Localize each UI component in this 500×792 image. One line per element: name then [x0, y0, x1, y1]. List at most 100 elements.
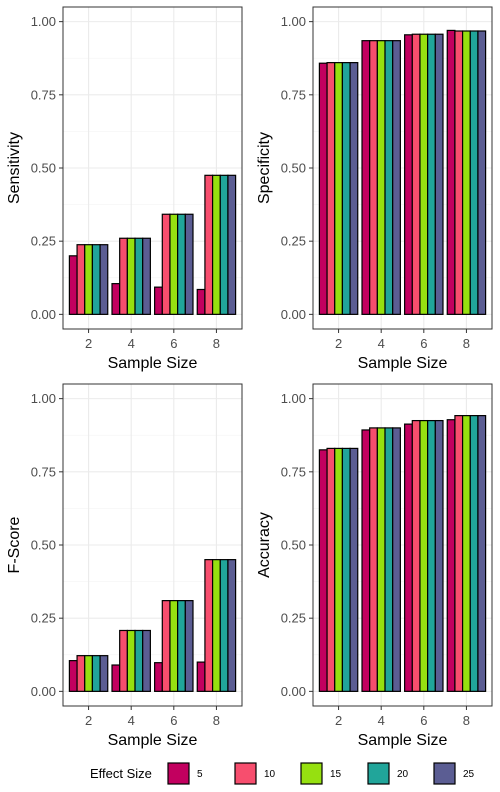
- bar-sensitivity-n2-es20: [91, 244, 101, 315]
- bar-accuracy-n2-es15: [334, 447, 344, 692]
- x-tick-label: 6: [420, 336, 427, 351]
- bar-sensitivity-n6-es20: [177, 213, 186, 315]
- bar-specificity-n2-es20: [341, 62, 351, 315]
- bar-sensitivity-n6-es15: [169, 213, 179, 315]
- bar-sensitivity-n4-es25: [142, 237, 151, 315]
- bar-sensitivity-n6-es5: [154, 286, 163, 315]
- bar-accuracy-n8-es10: [454, 415, 464, 692]
- bar-specificity-n6-es25: [434, 33, 444, 315]
- y-tick-label: 1.00: [281, 391, 306, 406]
- panels: 0.00 0.25 0.50 0.75 1.00 2 4 6 8 Sample Size Sensi…: [6, 6, 493, 749]
- legend-label-5: 5: [197, 769, 203, 780]
- bar-accuracy-n4-es25: [392, 427, 401, 692]
- legend-label-20: 20: [397, 769, 409, 780]
- legend-key-15: [300, 762, 323, 785]
- x-tick-label: 8: [463, 713, 470, 728]
- bar-specificity-n8-es20: [469, 30, 479, 315]
- bar-specificity-n6-es15: [419, 33, 429, 315]
- y-tick-label: 0.75: [31, 87, 56, 102]
- x-axis-title: Sample Size: [108, 355, 198, 372]
- panel-f-score: 0.00 0.25 0.50 0.75 1.00 2 4 6 8 Sample Size F-Sco…: [6, 383, 243, 749]
- x-tick-label: 8: [463, 336, 470, 351]
- bar-sensitivity-n2-es25: [99, 244, 109, 315]
- x-tick-label: 8: [213, 336, 220, 351]
- bar-f-score-n8-es10: [204, 559, 214, 692]
- bar-sensitivity-n4-es10: [119, 237, 128, 315]
- bar-specificity-n2-es5: [318, 62, 328, 315]
- bar-specificity-n4-es25: [392, 40, 401, 315]
- bar-specificity-n8-es5: [446, 29, 456, 315]
- y-tick-label: 0.00: [281, 684, 306, 699]
- bar-f-score-n2-es20: [91, 655, 101, 692]
- bar-sensitivity-n4-es20: [134, 237, 144, 315]
- bar-f-score-n4-es20: [134, 629, 144, 692]
- bar-specificity-n2-es25: [349, 62, 359, 315]
- panel-accuracy: 0.00 0.25 0.50 0.75 1.00 2 4 6 8 Sample Size Accur…: [256, 383, 493, 749]
- x-axis-title: Sample Size: [358, 732, 448, 749]
- x-tick-label: 2: [85, 336, 92, 351]
- bar-accuracy-n2-es20: [341, 447, 351, 692]
- y-axis-title: Accuracy: [256, 512, 273, 578]
- bar-accuracy-n6-es20: [427, 419, 436, 692]
- bar-accuracy-n8-es15: [461, 415, 471, 692]
- bar-specificity-n2-es10: [326, 62, 336, 315]
- bar-sensitivity-n8-es5: [196, 288, 206, 315]
- bar-accuracy-n4-es5: [361, 429, 371, 692]
- bar-sensitivity-n8-es10: [204, 174, 214, 315]
- bar-accuracy-n2-es5: [318, 449, 328, 692]
- y-axis-title: Sensitivity: [6, 132, 23, 204]
- legend-key-5: [167, 762, 190, 785]
- bar-sensitivity-n2-es5: [68, 255, 78, 315]
- bar-sensitivity-n6-es25: [184, 213, 194, 315]
- bar-specificity-n6-es5: [404, 34, 413, 315]
- y-tick-label: 0.00: [31, 684, 56, 699]
- bar-f-score-n8-es25: [227, 559, 237, 692]
- bar-accuracy-n4-es15: [376, 427, 386, 692]
- x-tick-label: 4: [128, 336, 135, 351]
- bar-f-score-n6-es25: [184, 600, 194, 692]
- y-axis-title: Specificity: [256, 132, 273, 204]
- x-tick-label: 4: [128, 713, 135, 728]
- legend-title: Effect Size: [90, 766, 152, 781]
- bar-f-score-n6-es5: [154, 662, 163, 692]
- bar-specificity-n4-es10: [369, 40, 378, 315]
- y-tick-label: 0.00: [281, 307, 306, 322]
- y-tick-label: 0.50: [31, 538, 56, 553]
- x-tick-label: 2: [335, 336, 342, 351]
- bar-specificity-n2-es15: [334, 62, 344, 315]
- bar-sensitivity-n8-es25: [227, 174, 237, 315]
- bar-f-score-n4-es25: [142, 629, 151, 692]
- bar-sensitivity-n8-es20: [219, 174, 229, 315]
- x-tick-label: 2: [335, 713, 342, 728]
- y-tick-label: 1.00: [31, 391, 56, 406]
- bar-sensitivity-n4-es15: [126, 237, 136, 315]
- bar-f-score-n4-es15: [126, 629, 136, 692]
- panel-sensitivity: 0.00 0.25 0.50 0.75 1.00 2 4 6 8 Sample Size Sensi…: [6, 6, 243, 372]
- legend-label-25: 25: [463, 769, 475, 780]
- bar-f-score-n4-es10: [119, 629, 128, 692]
- bar-accuracy-n2-es10: [326, 447, 336, 692]
- y-tick-label: 0.25: [281, 611, 306, 626]
- bar-f-score-n6-es15: [169, 600, 179, 692]
- bar-sensitivity-n2-es10: [76, 244, 86, 315]
- legend-label-10: 10: [264, 769, 276, 780]
- bar-f-score-n2-es15: [84, 655, 94, 692]
- bar-accuracy-n8-es25: [477, 415, 487, 692]
- bar-f-score-n8-es15: [211, 559, 221, 692]
- y-tick-label: 0.75: [281, 87, 306, 102]
- y-tick-label: 0.25: [31, 234, 56, 249]
- bar-accuracy-n6-es25: [434, 419, 444, 692]
- bar-accuracy-n4-es10: [369, 427, 378, 692]
- x-tick-label: 2: [85, 713, 92, 728]
- legend-key-25: [433, 762, 456, 785]
- bar-f-score-n4-es5: [111, 664, 121, 692]
- bar-f-score-n6-es10: [161, 600, 171, 692]
- bar-sensitivity-n4-es5: [111, 283, 121, 315]
- bar-specificity-n4-es20: [384, 40, 394, 315]
- bar-f-score-n2-es25: [99, 655, 109, 692]
- x-tick-label: 4: [378, 713, 385, 728]
- legend-label-15: 15: [330, 769, 342, 780]
- y-tick-label: 0.50: [31, 161, 56, 176]
- x-tick-label: 8: [213, 713, 220, 728]
